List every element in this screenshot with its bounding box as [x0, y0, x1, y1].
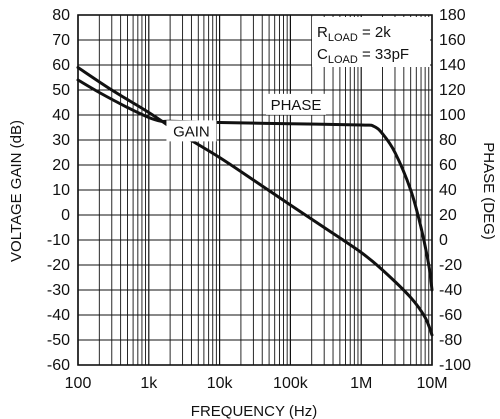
- y-tick-label-left: 50: [52, 82, 70, 99]
- x-tick-label: 1M: [350, 375, 372, 392]
- y-tick-label-left: -60: [47, 357, 70, 374]
- y-tick-label-left: -40: [47, 307, 70, 324]
- y-tick-label-right: 160: [439, 32, 466, 49]
- tick-labels: 80706050403020100-10-20-30-40-50-6018016…: [47, 7, 471, 392]
- y-tick-label-left: 70: [52, 32, 70, 49]
- y-tick-label-left: 30: [52, 132, 70, 149]
- y-axis-title-right: PHASE (DEG): [480, 142, 497, 240]
- y-tick-label-right: 180: [439, 7, 466, 24]
- y-tick-label-left: -50: [47, 332, 70, 349]
- annotation-bg: [166, 120, 217, 142]
- series: [76, 66, 434, 337]
- x-tick-label: 10k: [207, 375, 234, 392]
- y-tick-label-left: 80: [52, 7, 70, 24]
- legend-box: [312, 17, 430, 67]
- y-tick-label-right: 100: [439, 107, 466, 124]
- y-tick-label-right: 20: [439, 207, 457, 224]
- y-tick-label-right: -40: [439, 282, 462, 299]
- y-tick-label-left: 10: [52, 182, 70, 199]
- y-tick-label-left: -20: [47, 257, 70, 274]
- y-tick-label-left: 60: [52, 57, 70, 74]
- y-tick-label-left: 40: [52, 107, 70, 124]
- y-tick-label-left: -10: [47, 232, 70, 249]
- y-tick-label-left: -30: [47, 282, 70, 299]
- legend-line: CLOAD = 33pF: [317, 46, 409, 66]
- y-tick-label-right: -100: [439, 357, 471, 374]
- y-tick-label-right: 80: [439, 132, 457, 149]
- x-tick-label: 100k: [273, 375, 309, 392]
- y-tick-label-right: -60: [439, 307, 462, 324]
- x-tick-label: 10M: [416, 375, 447, 392]
- annotation-label-phase: PHASE: [271, 97, 322, 114]
- series-line-gain: [76, 66, 434, 337]
- y-tick-label-right: 60: [439, 157, 457, 174]
- y-tick-label-right: 120: [439, 82, 466, 99]
- y-tick-label-right: 0: [439, 232, 448, 249]
- series-line-phase: [76, 78, 434, 292]
- y-axis-title-left: VOLTAGE GAIN (dB): [8, 120, 25, 262]
- y-tick-label-right: -20: [439, 257, 462, 274]
- x-axis-title: FREQUENCY (Hz): [191, 403, 317, 419]
- annotation-label-gain: GAIN: [173, 123, 210, 140]
- y-tick-label-left: 0: [61, 207, 70, 224]
- plot-frame: [77, 14, 433, 366]
- y-tick-label-right: 140: [439, 57, 466, 74]
- x-tick-label: 100: [65, 375, 92, 392]
- y-tick-label-right: 40: [439, 182, 457, 199]
- annotation-bg: [266, 93, 327, 115]
- y-tick-label-right: -80: [439, 332, 462, 349]
- grid: [77, 14, 433, 366]
- y-tick-label-left: 20: [52, 157, 70, 174]
- x-tick-label: 1k: [140, 375, 158, 392]
- legend-line: RLOAD = 2k: [317, 24, 391, 44]
